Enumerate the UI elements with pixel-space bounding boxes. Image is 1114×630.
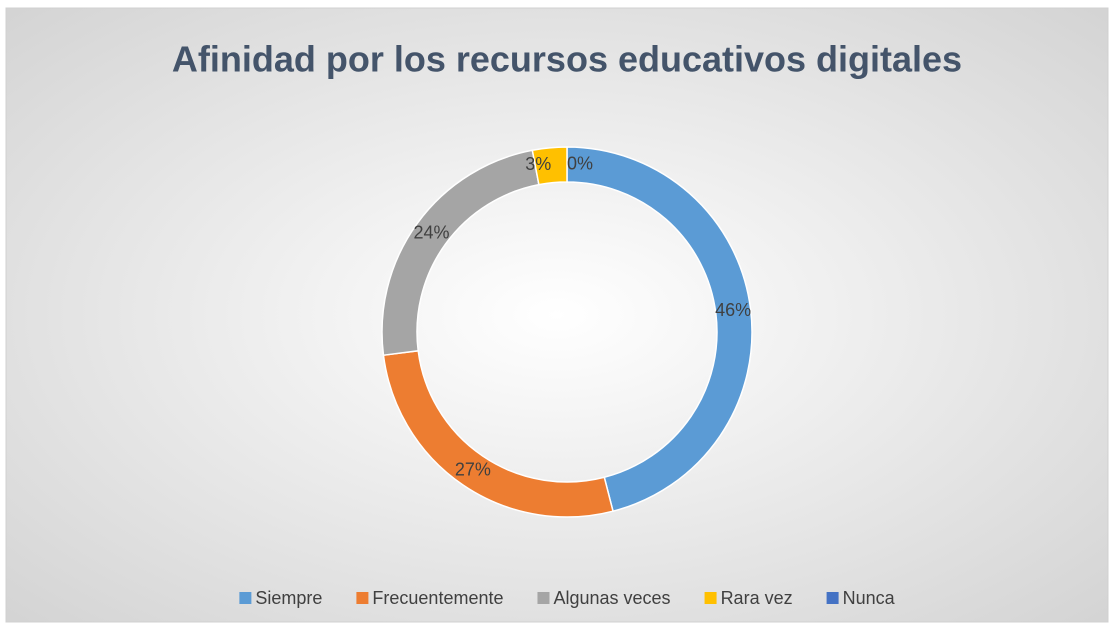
data-label: 24%: [413, 222, 449, 242]
legend-swatch: [239, 592, 252, 604]
legend-swatch: [826, 592, 839, 604]
legend-label: Frecuentemente: [372, 588, 503, 608]
chart-background: [5, 7, 1109, 623]
legend-label: Siempre: [255, 588, 322, 608]
legend-label: Algunas veces: [553, 588, 670, 608]
doughnut-segment: [531, 146, 568, 186]
legend-label: Nunca: [843, 588, 896, 608]
data-label: 3%: [525, 154, 551, 174]
data-label: 46%: [715, 300, 751, 320]
legend-swatch: [356, 592, 369, 604]
legend-swatch: [537, 592, 550, 604]
legend-label: Rara vez: [721, 588, 793, 608]
data-label: 0%: [567, 153, 593, 173]
chart-title: Afinidad por los recursos educativos dig…: [172, 39, 962, 80]
data-label: 27%: [455, 459, 491, 479]
doughnut-segment: [566, 146, 753, 513]
legend-swatch: [704, 592, 717, 604]
